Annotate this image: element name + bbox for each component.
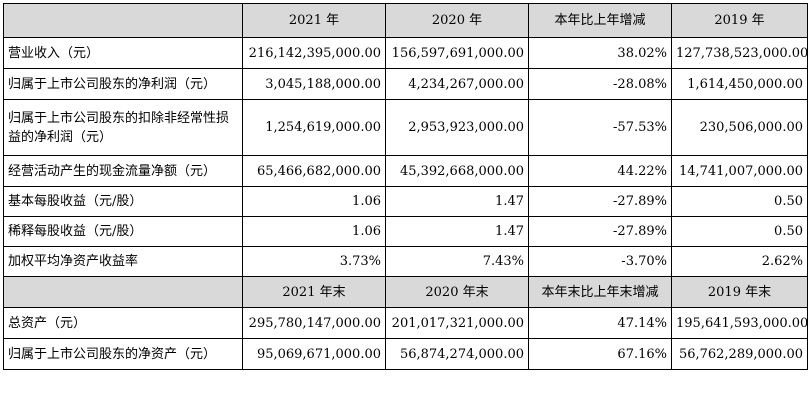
table-row: 经营活动产生的现金流量净额（元） 65,466,682,000.00 45,39… <box>3 155 808 187</box>
row-label: 经营活动产生的现金流量净额（元） <box>3 155 243 187</box>
header-row-years: 2021 年 2020 年 本年比上年增减 2019 年 <box>3 3 808 38</box>
value-2020: 4,234,267,000.00 <box>385 68 529 100</box>
header-col-2019-end: 2019 年末 <box>671 276 808 308</box>
value-2020: 56,874,274,000.00 <box>385 338 529 370</box>
value-2019: 0.50 <box>671 186 808 217</box>
row-label: 归属于上市公司股东的净资产（元） <box>3 338 243 370</box>
value-change: -3.70% <box>528 246 672 277</box>
value-change: -27.89% <box>528 216 672 247</box>
value-2019: 2.62% <box>671 246 808 277</box>
value-change: -27.89% <box>528 186 672 217</box>
row-label: 稀释每股收益（元/股） <box>3 216 243 247</box>
table-row: 加权平均净资产收益率 3.73% 7.43% -3.70% 2.62% <box>3 246 808 277</box>
header-col-2020-end: 2020 年末 <box>385 276 529 308</box>
value-2021: 1.06 <box>242 216 386 247</box>
value-2020: 1.47 <box>385 186 529 217</box>
value-2019: 0.50 <box>671 216 808 247</box>
value-2019: 127,738,523,000.00 <box>671 37 808 69</box>
header-col-2019: 2019 年 <box>671 3 808 38</box>
value-2019: 195,641,593,000.00 <box>671 307 808 339</box>
value-change: 47.14% <box>528 307 672 339</box>
table-row: 归属于上市公司股东的净利润（元） 3,045,188,000.00 4,234,… <box>3 68 808 100</box>
value-2021: 3,045,188,000.00 <box>242 68 386 100</box>
row-label: 归属于上市公司股东的扣除非经常性损益的净利润（元） <box>3 99 243 156</box>
row-label: 营业收入（元） <box>3 37 243 69</box>
financial-summary-table: 2021 年 2020 年 本年比上年增减 2019 年 营业收入（元） 216… <box>3 3 808 370</box>
header-col-2021: 2021 年 <box>242 3 386 38</box>
header-col-2021-end: 2021 年末 <box>242 276 386 308</box>
table-row: 营业收入（元） 216,142,395,000.00 156,597,691,0… <box>3 37 808 69</box>
value-2019: 14,741,007,000.00 <box>671 155 808 187</box>
value-2020: 1.47 <box>385 216 529 247</box>
value-2021: 295,780,147,000.00 <box>242 307 386 339</box>
table-row: 归属于上市公司股东的净资产（元） 95,069,671,000.00 56,87… <box>3 338 808 370</box>
value-2019: 56,762,289,000.00 <box>671 338 808 370</box>
row-label: 加权平均净资产收益率 <box>3 246 243 277</box>
table-row: 归属于上市公司股东的扣除非经常性损益的净利润（元） 1,254,619,000.… <box>3 99 808 156</box>
value-change: -57.53% <box>528 99 672 156</box>
value-2021: 3.73% <box>242 246 386 277</box>
value-2020: 156,597,691,000.00 <box>385 37 529 69</box>
value-2021: 1,254,619,000.00 <box>242 99 386 156</box>
header-col-2020: 2020 年 <box>385 3 529 38</box>
value-change: 67.16% <box>528 338 672 370</box>
row-label: 基本每股收益（元/股） <box>3 186 243 217</box>
value-2021: 65,466,682,000.00 <box>242 155 386 187</box>
value-2020: 2,953,923,000.00 <box>385 99 529 156</box>
header-col-change: 本年比上年增减 <box>528 3 672 38</box>
value-2020: 45,392,668,000.00 <box>385 155 529 187</box>
header-col-change-end: 本年末比上年末增减 <box>528 276 672 308</box>
value-change: 38.02% <box>528 37 672 69</box>
value-2021: 216,142,395,000.00 <box>242 37 386 69</box>
row-label: 归属于上市公司股东的净利润（元） <box>3 68 243 100</box>
table-row: 总资产（元） 295,780,147,000.00 201,017,321,00… <box>3 307 808 339</box>
table-row: 稀释每股收益（元/股） 1.06 1.47 -27.89% 0.50 <box>3 216 808 247</box>
header-row-year-end: 2021 年末 2020 年末 本年末比上年末增减 2019 年末 <box>3 276 808 308</box>
value-2020: 7.43% <box>385 246 529 277</box>
value-2020: 201,017,321,000.00 <box>385 307 529 339</box>
value-2021: 1.06 <box>242 186 386 217</box>
value-change: 44.22% <box>528 155 672 187</box>
header-blank-cell <box>3 3 243 38</box>
header-blank-cell <box>3 276 243 308</box>
value-2021: 95,069,671,000.00 <box>242 338 386 370</box>
table-row: 基本每股收益（元/股） 1.06 1.47 -27.89% 0.50 <box>3 186 808 217</box>
value-change: -28.08% <box>528 68 672 100</box>
row-label: 总资产（元） <box>3 307 243 339</box>
value-2019: 230,506,000.00 <box>671 99 808 156</box>
value-2019: 1,614,450,000.00 <box>671 68 808 100</box>
